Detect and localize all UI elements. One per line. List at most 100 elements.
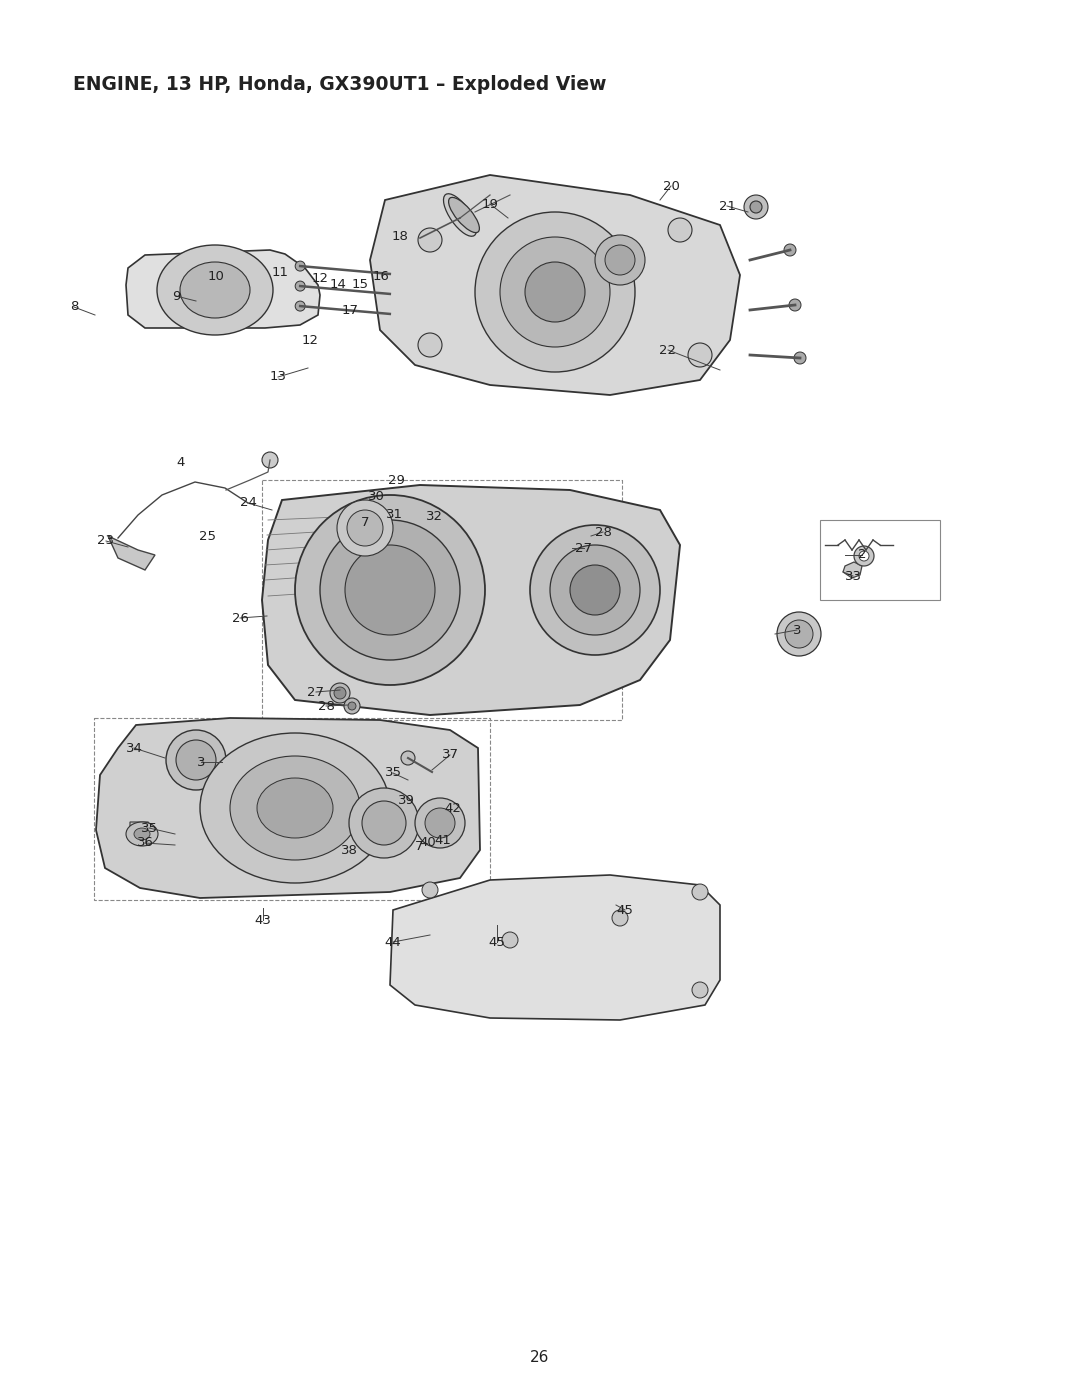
- Text: 12: 12: [301, 334, 319, 346]
- Circle shape: [295, 495, 485, 685]
- Circle shape: [426, 807, 455, 838]
- Text: 2: 2: [858, 549, 866, 562]
- Polygon shape: [96, 718, 480, 898]
- Text: 32: 32: [426, 510, 443, 522]
- Polygon shape: [126, 250, 320, 328]
- Circle shape: [418, 332, 442, 358]
- Circle shape: [789, 299, 801, 312]
- Circle shape: [570, 564, 620, 615]
- Text: 7: 7: [361, 517, 369, 529]
- Text: 37: 37: [442, 749, 459, 761]
- Text: 12: 12: [311, 271, 328, 285]
- Circle shape: [744, 196, 768, 219]
- Circle shape: [530, 525, 660, 655]
- Text: 3: 3: [793, 623, 801, 637]
- Text: 31: 31: [386, 509, 403, 521]
- Text: 27: 27: [308, 686, 324, 698]
- Ellipse shape: [180, 263, 249, 319]
- Bar: [94, 718, 490, 900]
- Text: 22: 22: [660, 344, 676, 356]
- Text: 18: 18: [392, 229, 408, 243]
- Circle shape: [502, 932, 518, 949]
- Circle shape: [415, 798, 465, 848]
- Circle shape: [320, 520, 460, 659]
- Circle shape: [669, 218, 692, 242]
- Circle shape: [418, 228, 442, 251]
- Text: 38: 38: [340, 845, 357, 858]
- Circle shape: [345, 545, 435, 636]
- Polygon shape: [262, 485, 680, 715]
- Text: 26: 26: [231, 612, 248, 624]
- Text: 36: 36: [136, 837, 153, 849]
- Circle shape: [550, 545, 640, 636]
- Text: 35: 35: [384, 767, 402, 780]
- Circle shape: [692, 884, 708, 900]
- Text: 3: 3: [197, 756, 205, 768]
- Circle shape: [295, 281, 306, 291]
- Text: 30: 30: [367, 490, 384, 503]
- Circle shape: [794, 352, 806, 365]
- Circle shape: [595, 235, 645, 285]
- Bar: [262, 481, 622, 719]
- Circle shape: [295, 302, 306, 312]
- Circle shape: [295, 261, 306, 271]
- Polygon shape: [450, 820, 464, 833]
- Text: 29: 29: [388, 475, 404, 488]
- Ellipse shape: [257, 778, 333, 838]
- Text: 25: 25: [200, 529, 216, 542]
- Circle shape: [349, 788, 419, 858]
- Circle shape: [784, 244, 796, 256]
- Text: 19: 19: [482, 197, 499, 211]
- Text: 28: 28: [595, 525, 611, 538]
- Text: 27: 27: [576, 542, 593, 555]
- Circle shape: [337, 500, 393, 556]
- Circle shape: [422, 882, 438, 898]
- Circle shape: [688, 344, 712, 367]
- Circle shape: [854, 546, 874, 566]
- Text: 45: 45: [617, 904, 634, 916]
- Text: 35: 35: [140, 821, 158, 834]
- Circle shape: [334, 687, 346, 698]
- Circle shape: [750, 201, 762, 212]
- Circle shape: [401, 752, 415, 766]
- Circle shape: [475, 212, 635, 372]
- Text: 41: 41: [434, 834, 451, 847]
- Circle shape: [500, 237, 610, 346]
- Circle shape: [777, 612, 821, 657]
- Ellipse shape: [134, 828, 150, 840]
- Text: 43: 43: [255, 914, 271, 926]
- Text: 23: 23: [97, 535, 114, 548]
- Text: ENGINE, 13 HP, Honda, GX390UT1 – Exploded View: ENGINE, 13 HP, Honda, GX390UT1 – Explode…: [73, 75, 607, 94]
- Text: 7: 7: [415, 840, 423, 852]
- Ellipse shape: [157, 244, 273, 335]
- Polygon shape: [390, 875, 720, 1020]
- Polygon shape: [108, 536, 156, 570]
- Ellipse shape: [200, 733, 390, 883]
- Text: 33: 33: [845, 570, 862, 583]
- Circle shape: [262, 453, 278, 468]
- Text: 14: 14: [329, 278, 347, 291]
- Text: 40: 40: [420, 837, 436, 849]
- Text: 13: 13: [270, 370, 286, 384]
- Circle shape: [692, 982, 708, 997]
- Text: 17: 17: [341, 305, 359, 317]
- Circle shape: [345, 698, 360, 714]
- Text: 42: 42: [445, 802, 461, 814]
- Text: 39: 39: [397, 793, 415, 806]
- Text: 45: 45: [488, 936, 505, 949]
- Circle shape: [612, 909, 627, 926]
- Text: 20: 20: [662, 179, 679, 193]
- Text: 44: 44: [384, 936, 402, 949]
- Text: 16: 16: [373, 271, 390, 284]
- Polygon shape: [843, 562, 862, 578]
- Bar: [820, 520, 940, 599]
- Text: 9: 9: [172, 289, 180, 303]
- Text: 15: 15: [351, 278, 368, 291]
- Text: 8: 8: [70, 300, 78, 313]
- Circle shape: [605, 244, 635, 275]
- Circle shape: [525, 263, 585, 321]
- Text: 21: 21: [718, 200, 735, 212]
- Circle shape: [347, 510, 383, 546]
- Circle shape: [859, 550, 869, 562]
- Text: 24: 24: [240, 496, 256, 510]
